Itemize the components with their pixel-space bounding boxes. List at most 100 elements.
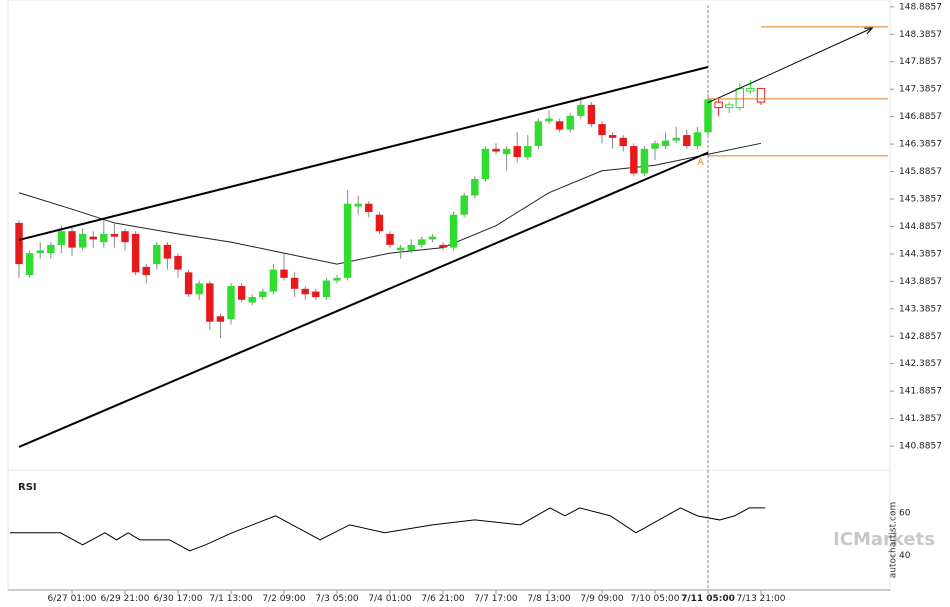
candle-body [545,118,553,122]
candle-body [587,104,596,125]
candle-body [524,146,532,158]
rsi-title: RSI [18,482,37,493]
candle-body [724,104,734,109]
candle-body [704,99,712,133]
y-tick-label: 145.3857 [899,194,942,204]
candle-body [68,231,76,248]
y-tick-label: 143.8857 [899,277,942,287]
candle-body [354,203,362,207]
x-tick-label: 6/29 21:00 [101,594,150,604]
candle-body [195,283,203,295]
candle-body [396,247,405,251]
rsi-line [10,507,766,552]
candle-body [174,255,182,270]
y-tick-label: 148.3857 [899,30,942,40]
candle-body [25,253,34,276]
candle-body [57,231,66,245]
candle-body [439,244,447,248]
arrow-head [864,27,874,35]
y-tick-label: 141.3857 [899,414,942,424]
candle-body [280,269,288,278]
candle-body [471,178,479,196]
y-tick-label: 145.8857 [899,167,942,177]
candle-body [534,121,543,147]
candle-body [131,233,140,273]
forecast-arrow [707,27,873,104]
y-tick-label: 140.8857 [899,442,942,452]
candle-body [322,280,331,298]
y-tick-label: 146.8857 [899,112,942,122]
x-tick-label: 7/6 21:00 [421,594,465,604]
candle-body [312,291,320,298]
candle-body [693,132,702,147]
candle-body [756,87,766,103]
candle-body [714,101,723,109]
candle-body [259,291,267,298]
candle-body [47,244,55,254]
candle-body [110,233,119,237]
candle-body [661,140,670,147]
candle-body [502,148,511,155]
candle-body [290,277,299,289]
candle-body [555,121,564,130]
candle-body [481,148,490,179]
source: autochartist.com [889,502,899,578]
watermark: ICMarkets [833,529,935,550]
x-tick-label: 6/30 17:00 [154,594,203,604]
candle-body [100,233,108,243]
candle-body [746,87,755,92]
candle-body [375,214,384,232]
candle-body [460,195,468,215]
y-tick-label: 143.3857 [899,304,942,314]
x-tick-label: 7/7 17:00 [474,594,518,604]
candle-body [248,297,256,303]
candle-body [407,244,415,251]
candle-body [735,87,745,109]
rsi-tick-label: 40 [899,551,911,561]
candle-body [683,135,691,147]
x-tick-label: 7/11 05:00 [681,594,735,604]
candle-body [386,233,394,245]
y-tick-label: 147.8857 [899,57,942,67]
candle-body [301,288,309,295]
trendline [18,151,709,448]
candle-body [428,236,437,240]
y-tick-label: 141.8857 [899,387,942,397]
candle-body [598,124,606,136]
x-tick-label: 6/27 01:00 [48,594,97,604]
candle-body [184,272,193,295]
x-tick-label: 7/13 21:00 [736,594,785,604]
candle-body [672,137,680,141]
y-tick-label: 142.8857 [899,332,942,342]
candle-body [333,277,341,281]
trendline [18,66,709,241]
x-tick-label: 7/8 13:00 [527,594,571,604]
y-tick-label: 142.3857 [899,359,942,369]
candle-body [566,115,574,130]
annotation: A [697,158,704,168]
candle-body [36,250,44,254]
x-tick-label: 7/9 09:00 [580,594,624,604]
candle-body [619,137,627,147]
candle-body [163,244,172,259]
candle-body [216,316,225,322]
candle-body [608,135,617,138]
candle-body [78,233,87,248]
y-tick-label: 144.8857 [899,222,942,232]
candle-body [365,203,373,212]
candle-body [237,286,246,300]
x-tick-label: 7/2 09:00 [262,594,306,604]
candle-body [651,143,659,149]
candle-body [142,266,150,276]
candle-body [269,269,278,292]
candle-body [15,222,23,265]
x-tick-label: 7/1 13:00 [209,594,253,604]
x-tick-label: 7/3 05:00 [315,594,359,604]
candle-body [418,239,426,245]
candle-body [640,148,649,174]
candle-body [89,236,97,240]
candle-body [492,148,500,152]
rsi-tick-label: 60 [899,508,911,518]
candle-body [630,146,638,174]
